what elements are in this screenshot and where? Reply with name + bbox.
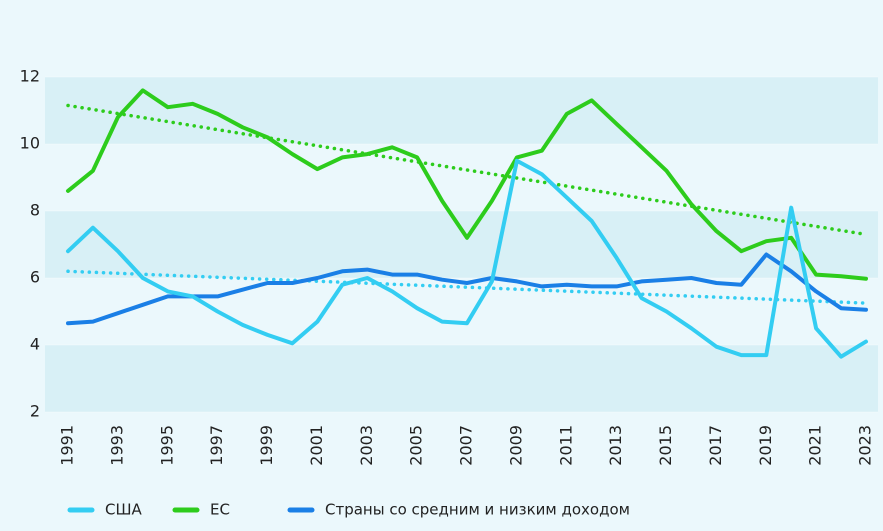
y-tick-label: 6: [30, 268, 40, 287]
y-tick-label: 12: [20, 67, 40, 86]
trend-line: [66, 103, 868, 237]
series-line: [66, 158, 868, 359]
legend-label: Страны со средним и низким доходом: [325, 501, 630, 519]
x-tick-label: 2001: [307, 425, 326, 466]
x-tick-label: 2005: [407, 425, 426, 466]
band: [45, 77, 878, 144]
legend-label: ЕС: [210, 501, 230, 519]
x-tick-label: 2009: [506, 425, 525, 466]
x-tick-label: 1993: [107, 425, 126, 466]
x-tick-label: 1995: [157, 425, 176, 466]
x-tick-label: 2019: [756, 425, 775, 466]
x-tick-label: 1999: [257, 425, 276, 466]
y-tick-label: 2: [30, 402, 40, 421]
legend-label: США: [105, 501, 143, 519]
trend-line: [66, 269, 868, 305]
x-tick-label: 2015: [656, 425, 675, 466]
x-tick-label: 1991: [58, 425, 77, 466]
x-tick-label: 2007: [457, 425, 476, 466]
y-tick-label: 4: [30, 335, 40, 354]
series-line: [66, 252, 868, 326]
y-tick-label: 8: [30, 201, 40, 220]
x-tick-label: 2017: [706, 425, 725, 466]
x-tick-label: 2003: [357, 425, 376, 466]
x-tick-label: 2021: [806, 425, 825, 466]
band: [45, 211, 878, 278]
x-tick-label: 2023: [856, 425, 875, 466]
x-tick-label: 1997: [207, 425, 226, 466]
x-tick-label: 2011: [556, 425, 575, 466]
x-tick-label: 2013: [606, 425, 625, 466]
y-tick-label: 10: [20, 134, 40, 153]
series-line: [66, 88, 868, 281]
